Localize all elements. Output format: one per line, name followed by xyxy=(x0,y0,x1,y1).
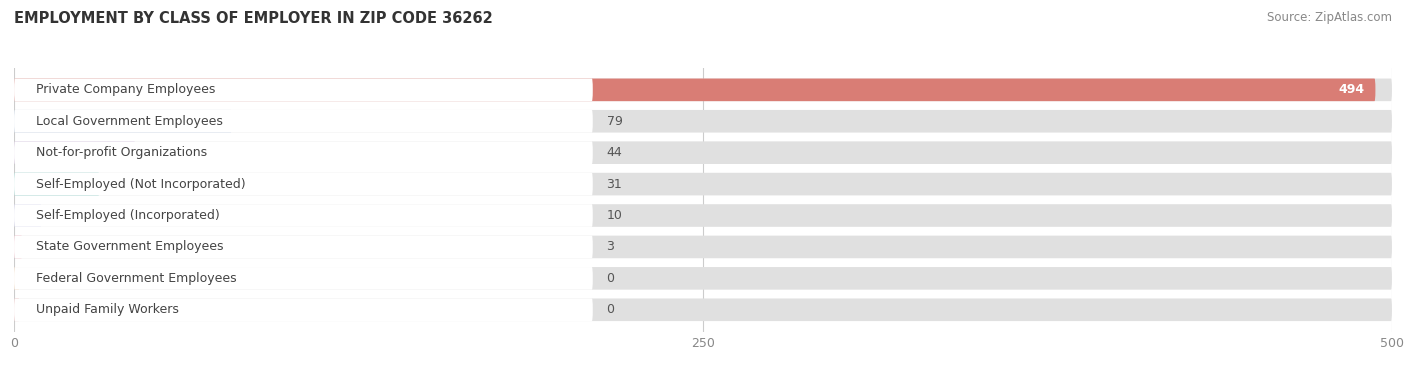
Text: Not-for-profit Organizations: Not-for-profit Organizations xyxy=(37,146,207,159)
FancyBboxPatch shape xyxy=(14,267,20,290)
FancyBboxPatch shape xyxy=(14,110,593,133)
FancyBboxPatch shape xyxy=(14,141,135,164)
Text: 0: 0 xyxy=(606,272,614,285)
Text: 31: 31 xyxy=(606,178,623,191)
Text: EMPLOYMENT BY CLASS OF EMPLOYER IN ZIP CODE 36262: EMPLOYMENT BY CLASS OF EMPLOYER IN ZIP C… xyxy=(14,11,494,26)
Text: 494: 494 xyxy=(1339,83,1364,97)
FancyBboxPatch shape xyxy=(14,173,100,195)
Text: Self-Employed (Incorporated): Self-Employed (Incorporated) xyxy=(37,209,219,222)
FancyBboxPatch shape xyxy=(14,267,593,290)
Text: Federal Government Employees: Federal Government Employees xyxy=(37,272,236,285)
Text: Private Company Employees: Private Company Employees xyxy=(37,83,215,97)
Text: 0: 0 xyxy=(606,303,614,316)
Text: 3: 3 xyxy=(606,241,614,253)
FancyBboxPatch shape xyxy=(14,236,1392,258)
FancyBboxPatch shape xyxy=(14,267,1392,290)
FancyBboxPatch shape xyxy=(14,299,1392,321)
Text: 10: 10 xyxy=(606,209,623,222)
FancyBboxPatch shape xyxy=(14,204,1392,227)
FancyBboxPatch shape xyxy=(14,236,593,258)
FancyBboxPatch shape xyxy=(14,204,593,227)
Text: 79: 79 xyxy=(606,115,623,128)
FancyBboxPatch shape xyxy=(14,236,22,258)
FancyBboxPatch shape xyxy=(14,110,232,133)
Text: Local Government Employees: Local Government Employees xyxy=(37,115,224,128)
FancyBboxPatch shape xyxy=(14,78,593,101)
FancyBboxPatch shape xyxy=(14,141,1392,164)
Text: 44: 44 xyxy=(606,146,623,159)
FancyBboxPatch shape xyxy=(14,299,593,321)
Text: Unpaid Family Workers: Unpaid Family Workers xyxy=(37,303,179,316)
FancyBboxPatch shape xyxy=(14,78,1392,101)
Text: Source: ZipAtlas.com: Source: ZipAtlas.com xyxy=(1267,11,1392,24)
FancyBboxPatch shape xyxy=(14,173,593,195)
Text: State Government Employees: State Government Employees xyxy=(37,241,224,253)
FancyBboxPatch shape xyxy=(14,299,20,321)
FancyBboxPatch shape xyxy=(14,141,593,164)
Text: Self-Employed (Not Incorporated): Self-Employed (Not Incorporated) xyxy=(37,178,246,191)
FancyBboxPatch shape xyxy=(14,110,1392,133)
FancyBboxPatch shape xyxy=(14,78,1375,101)
FancyBboxPatch shape xyxy=(14,173,1392,195)
FancyBboxPatch shape xyxy=(14,204,42,227)
